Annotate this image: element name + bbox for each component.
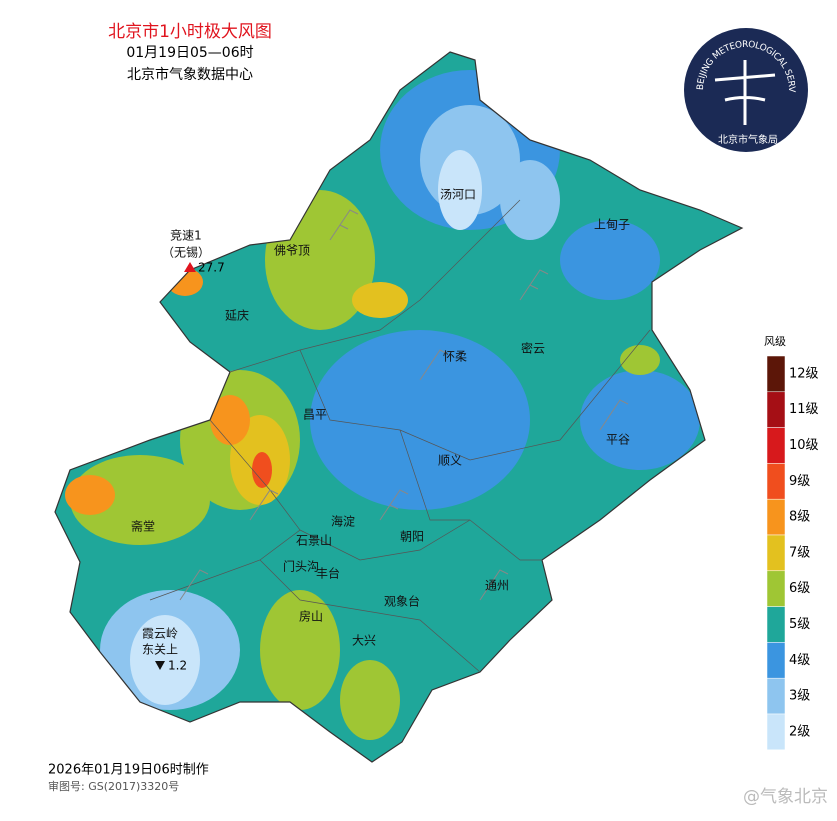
station-note: 东关上 <box>142 643 178 657</box>
time-range: 01月19日05—06时 <box>126 45 253 61</box>
legend-label: 12级 <box>789 366 819 381</box>
place-label: 平谷 <box>606 433 630 447</box>
place-label: 通州 <box>485 579 509 593</box>
logo-name: 北京市气象局 <box>718 133 778 146</box>
station-value: 1.2 <box>168 659 187 673</box>
legend-label: 9级 <box>789 474 810 489</box>
legend-label: 2级 <box>789 724 810 739</box>
place-label: 汤河口 <box>440 188 476 202</box>
place-label: 顺义 <box>438 454 462 468</box>
legend-label: 5级 <box>789 617 810 632</box>
place-label: 观象台 <box>384 594 420 609</box>
legend-swatch <box>766 713 786 751</box>
station-name: 霞云岭 <box>142 627 178 641</box>
title: 北京市1小时极大风图 <box>108 22 272 42</box>
station-name: 竞速1 <box>170 229 202 243</box>
legend-swatch <box>766 606 786 643</box>
legend-title: 风级 <box>764 335 786 348</box>
place-label: 上甸子 <box>594 218 630 232</box>
place-label: 怀柔 <box>443 350 467 364</box>
approval-number: 审图号: GS(2017)3320号 <box>48 779 179 793</box>
source: 北京市气象数据中心 <box>127 66 253 83</box>
max-station: 竞速1 （无锡） 27.7 <box>162 229 225 275</box>
place-labels: 汤河口 上甸子 佛爷顶 延庆 怀柔 密云 昌平 平谷 顺义 斋堂 海淀 石景山 … <box>131 188 630 648</box>
watermark: @气象北京 <box>743 787 828 807</box>
svg-text:BEIJING METEOROLOGICAL SERVICE: BEIJING METEOROLOGICAL SERVICE <box>0 0 797 93</box>
legend-label: 7级 <box>789 545 810 560</box>
legend-label: 8级 <box>789 510 810 525</box>
legend-swatch <box>766 642 786 679</box>
place-label: 房山 <box>299 609 323 624</box>
legend-swatch <box>766 427 786 464</box>
place-label: 大兴 <box>352 634 376 648</box>
place-label: 密云 <box>521 341 545 356</box>
place-label: 佛爷顶 <box>274 244 310 258</box>
place-label: 延庆 <box>225 309 249 323</box>
legend-label: 3级 <box>789 689 810 704</box>
legend-swatch <box>766 677 786 715</box>
place-label: 丰台 <box>316 566 340 581</box>
place-label: 斋堂 <box>131 519 155 534</box>
station-note: （无锡） <box>162 245 210 260</box>
legend-label: 11级 <box>789 402 819 417</box>
place-label: 石景山 <box>296 534 332 548</box>
legend-swatch <box>766 570 786 607</box>
legend-label: 6级 <box>789 581 810 596</box>
legend: 风级 12级 11级 10级 9级 8级 7级 6级 5级 4级 3级 2级 <box>764 335 819 751</box>
legend-swatch <box>766 463 786 500</box>
max-marker <box>184 262 196 272</box>
place-label: 门头沟 <box>283 559 319 574</box>
legend-swatch <box>766 391 786 428</box>
place-label: 海淀 <box>331 514 355 529</box>
legend-label: 10级 <box>789 438 819 453</box>
place-label: 昌平 <box>303 408 327 422</box>
min-station: 霞云岭 东关上 1.2 <box>142 627 187 673</box>
made-time: 2026年01月19日06时制作 <box>48 763 209 778</box>
min-marker <box>155 661 165 670</box>
legend-label: 4级 <box>789 653 810 668</box>
station-value: 27.7 <box>198 261 225 275</box>
district-borders <box>149 199 651 673</box>
logo-ring-text: BEIJING METEOROLOGICAL SERVICE <box>0 0 797 93</box>
legend-swatch <box>766 355 786 393</box>
legend-swatch <box>766 498 786 536</box>
place-label: 朝阳 <box>400 530 424 544</box>
wind-barbs <box>179 209 629 601</box>
legend-swatch <box>766 534 786 572</box>
